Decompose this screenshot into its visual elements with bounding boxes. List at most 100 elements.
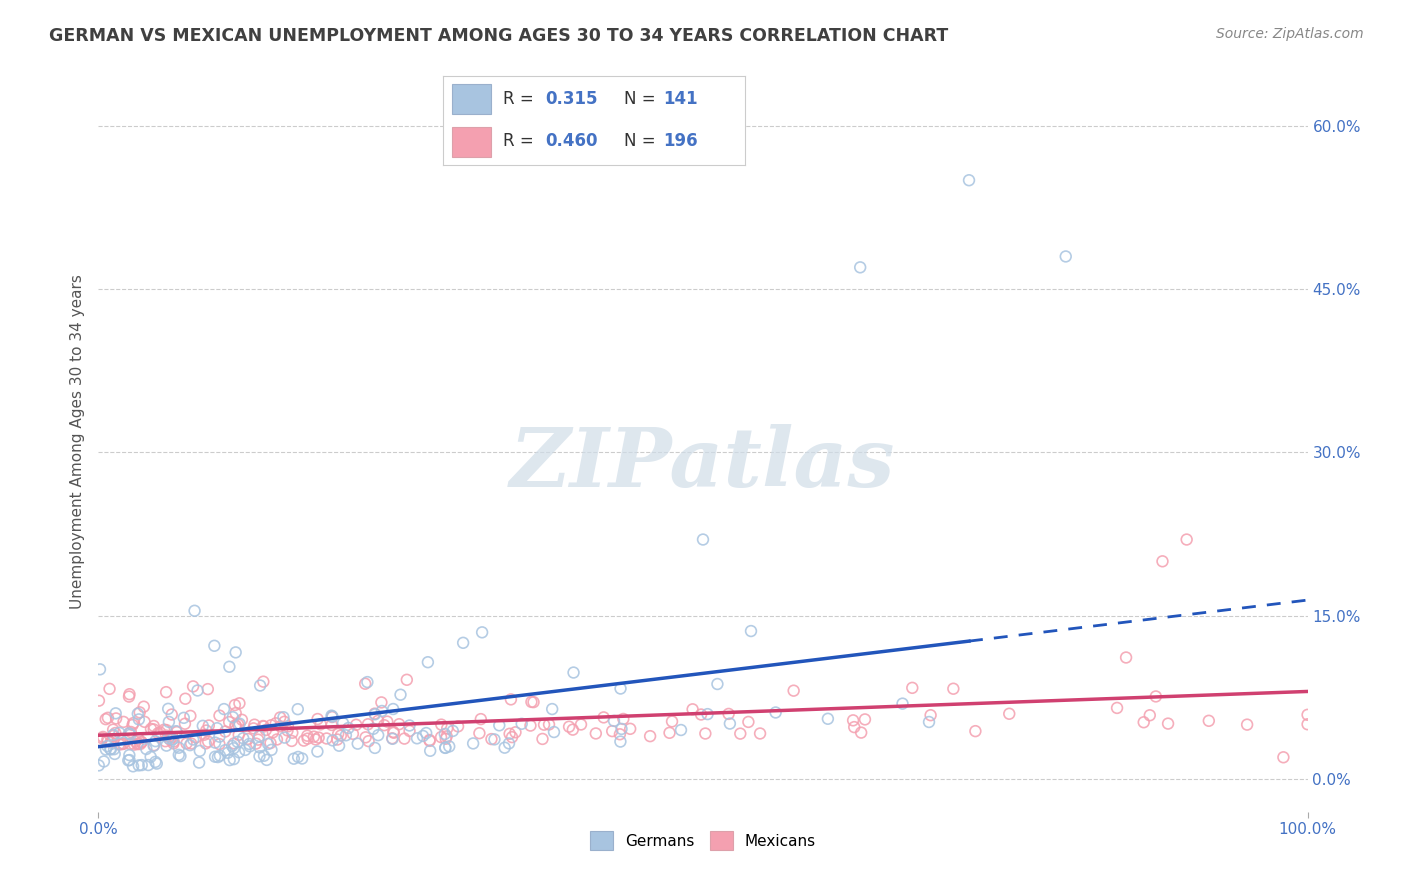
Point — [259, 736, 281, 750]
Point — [357, 717, 380, 731]
Point — [942, 681, 965, 696]
Point — [419, 733, 441, 747]
Point — [609, 734, 631, 748]
Point — [218, 753, 240, 767]
Point — [297, 731, 319, 746]
Point — [346, 737, 368, 751]
Point — [167, 740, 190, 755]
Point — [730, 726, 752, 740]
Point — [145, 734, 167, 748]
Point — [157, 714, 180, 729]
Point — [520, 695, 543, 709]
Point — [155, 739, 177, 753]
Point — [1132, 715, 1154, 730]
Point — [94, 712, 117, 726]
Point — [817, 712, 839, 726]
Point — [706, 677, 728, 691]
Point — [120, 728, 142, 742]
Point — [1175, 533, 1198, 547]
Point — [488, 718, 510, 732]
Text: Source: ZipAtlas.com: Source: ZipAtlas.com — [1216, 27, 1364, 41]
Point — [93, 755, 115, 769]
Point — [1105, 701, 1128, 715]
Point — [249, 740, 271, 755]
Point — [382, 725, 405, 739]
Point — [382, 702, 405, 716]
Point — [104, 747, 127, 761]
Text: 0.315: 0.315 — [546, 89, 598, 108]
Point — [463, 736, 485, 750]
Point — [849, 260, 872, 275]
Point — [273, 710, 295, 724]
Point — [1272, 750, 1295, 764]
Point — [363, 722, 385, 736]
Point — [430, 730, 453, 744]
Point — [749, 726, 772, 740]
Point — [388, 717, 411, 731]
Point — [153, 723, 176, 737]
Point — [332, 716, 354, 731]
Point — [471, 625, 494, 640]
Point — [127, 737, 149, 751]
Point — [433, 727, 456, 741]
Point — [853, 713, 876, 727]
Point — [256, 753, 278, 767]
Point — [193, 728, 215, 742]
Point — [242, 722, 264, 736]
Point — [205, 721, 228, 735]
Point — [257, 737, 280, 751]
Point — [91, 730, 114, 744]
Point — [381, 731, 404, 746]
Point — [273, 714, 295, 729]
Point — [108, 726, 131, 740]
Point — [87, 693, 110, 707]
Point — [174, 716, 197, 731]
Point — [600, 724, 623, 739]
Point — [468, 726, 491, 740]
Point — [844, 720, 866, 734]
Point — [180, 737, 202, 751]
Point — [367, 728, 389, 742]
Point — [498, 727, 520, 741]
Text: 0.460: 0.460 — [546, 132, 598, 151]
Text: 196: 196 — [664, 132, 699, 151]
Point — [96, 732, 118, 747]
Point — [498, 736, 520, 750]
Point — [143, 738, 166, 752]
Point — [321, 708, 343, 723]
Point — [337, 721, 360, 735]
Point — [204, 735, 226, 749]
Point — [322, 733, 344, 747]
Point — [146, 726, 169, 740]
Legend: Germans, Mexicans: Germans, Mexicans — [583, 825, 823, 856]
Point — [920, 708, 942, 723]
Point — [273, 731, 295, 745]
Point — [344, 718, 367, 732]
Point — [531, 731, 554, 746]
Point — [696, 707, 718, 722]
Point — [269, 710, 291, 724]
Point — [381, 731, 404, 746]
Point — [354, 676, 377, 690]
Point — [309, 717, 332, 731]
Point — [225, 719, 247, 733]
Point — [236, 731, 259, 746]
Point — [208, 748, 231, 763]
Point — [1139, 708, 1161, 723]
Point — [419, 734, 441, 748]
Point — [1152, 554, 1174, 568]
Point — [501, 730, 523, 744]
Point — [269, 719, 291, 733]
Point — [94, 742, 117, 756]
Point — [307, 744, 329, 758]
Point — [129, 737, 152, 751]
Point — [131, 735, 153, 749]
Point — [375, 714, 398, 729]
Point — [195, 723, 218, 738]
Point — [136, 758, 159, 772]
Point — [328, 727, 350, 741]
Point — [166, 725, 188, 739]
Point — [224, 698, 246, 712]
Text: N =: N = — [624, 132, 661, 151]
Point — [537, 717, 560, 731]
